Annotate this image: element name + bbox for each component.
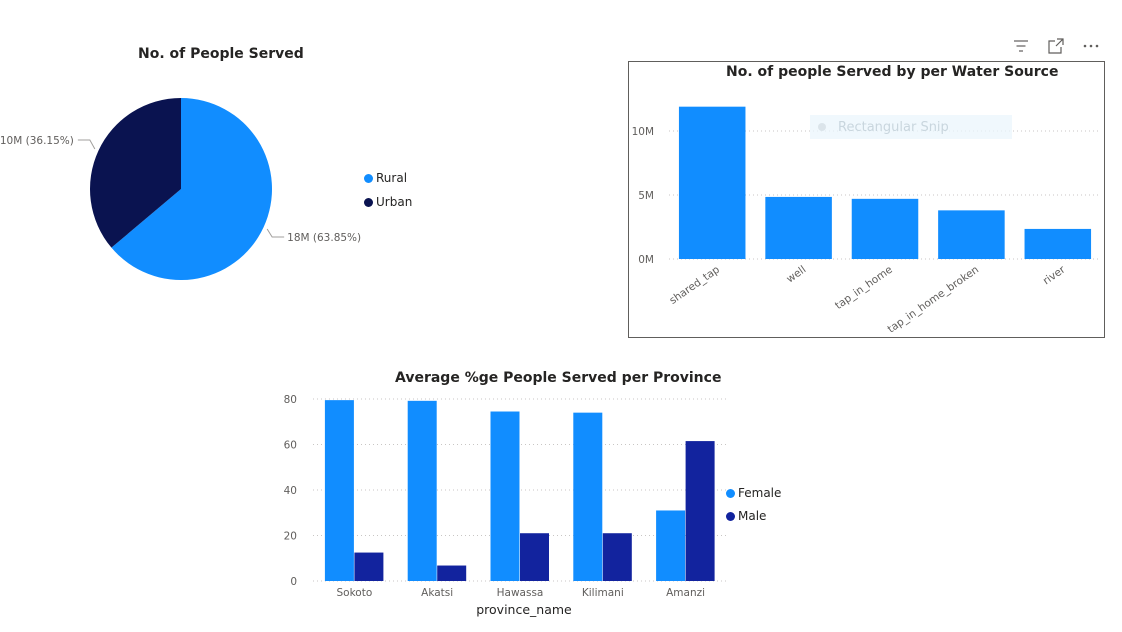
- pie-chart-panel: No. of People Served 18M (63.85%) 10M (36…: [0, 0, 560, 330]
- x-tick-label: shared_tap: [667, 263, 722, 306]
- y-tick-label: 80: [284, 394, 297, 406]
- province-chart-title: Average %ge People Served per Province: [395, 370, 722, 386]
- bar-tap-in-home: [851, 198, 919, 259]
- x-tick-label: river: [1041, 263, 1068, 287]
- legend-swatch-female: [726, 488, 735, 498]
- water-source-chart-title: No. of people Served by per Water Source: [726, 64, 1059, 80]
- x-tick-label: tap_in_home: [833, 264, 895, 312]
- y-tick-label: 20: [284, 531, 297, 543]
- y-tick-label: 0M: [638, 254, 654, 266]
- x-tick-label: tap_in_home_broken: [886, 264, 982, 336]
- bar-well: [765, 196, 832, 259]
- pie-data-label-urban: 10M (36.15%): [0, 135, 74, 147]
- legend-item-urban[interactable]: Urban: [364, 195, 412, 209]
- focus-mode-icon[interactable]: [1046, 36, 1066, 56]
- snip-overlay-label: Rectangular Snip: [838, 119, 949, 135]
- filter-icon[interactable]: [1011, 36, 1031, 56]
- bar-amanzi-male: [685, 441, 715, 581]
- pie-chart-title: No. of People Served: [138, 46, 304, 62]
- x-tick-label: Kilimani: [582, 587, 624, 599]
- legend-item-rural[interactable]: Rural: [364, 171, 407, 185]
- x-axis-title: province_name: [476, 602, 572, 617]
- pie-slice-rural: [111, 98, 272, 280]
- province-chart-panel: Average %ge People Served per Province 0…: [270, 362, 810, 627]
- legend-swatch-urban: [364, 197, 373, 207]
- x-tick-label: Amanzi: [666, 587, 705, 599]
- x-tick-label: Sokoto: [337, 587, 373, 599]
- water-source-chart-panel[interactable]: No. of people Served by per Water Source…: [628, 61, 1105, 338]
- bar-akatsi-male: [437, 565, 467, 581]
- bar-river: [1024, 228, 1092, 259]
- province-bar-chart: 0 20 40 60 80 Sokoto Akatsi Hawassa Kilimani Aman…: [284, 394, 727, 617]
- x-tick-label: well: [784, 264, 808, 286]
- bar-kilimani-female: [573, 412, 603, 581]
- legend-label-male: Male: [738, 509, 767, 523]
- bar-akatsi-female: [407, 400, 437, 581]
- pie-slice-urban: [90, 98, 181, 248]
- pie-data-label-rural: 18M (63.85%): [287, 232, 361, 244]
- legend-label-urban: Urban: [376, 195, 413, 209]
- more-options-icon[interactable]: [1081, 36, 1101, 56]
- bar-amanzi-female: [656, 510, 686, 581]
- legend-swatch-rural: [364, 173, 373, 183]
- water-source-bar-chart: 0M 5M 10M shared_tap well tap_in_hometap_in_h…: [632, 106, 1101, 336]
- x-tick-label: Akatsi: [421, 587, 453, 599]
- pie-leader-line-rural: [266, 228, 285, 238]
- legend-item-male[interactable]: Male: [726, 509, 766, 523]
- legend-swatch-male: [726, 511, 735, 521]
- legend-label-female: Female: [738, 486, 782, 500]
- y-tick-label: 5M: [638, 190, 654, 202]
- y-tick-label: 60: [284, 440, 297, 452]
- y-tick-label: 0: [290, 576, 297, 588]
- y-tick-label: 10M: [632, 126, 654, 138]
- bar-shared-tap: [678, 106, 746, 260]
- bar-sokoto-female: [324, 400, 354, 581]
- x-tick-label: Hawassa: [497, 587, 544, 599]
- snip-record-icon: [818, 123, 826, 131]
- bar-sokoto-male: [354, 552, 384, 581]
- bar-hawassa-female: [490, 411, 520, 581]
- legend-label-rural: Rural: [376, 171, 408, 185]
- bar-tap-in-home-broken: [938, 210, 1005, 259]
- bar-kilimani-male: [602, 533, 632, 581]
- legend-item-female[interactable]: Female: [726, 486, 781, 500]
- rectangular-snip-overlay: Rectangular Snip: [810, 115, 1012, 139]
- pie-chart: 18M (63.85%) 10M (36.15%): [0, 98, 361, 280]
- pie-leader-line-urban: [77, 139, 96, 150]
- bar-hawassa-male: [520, 533, 549, 581]
- y-tick-label: 40: [284, 485, 297, 497]
